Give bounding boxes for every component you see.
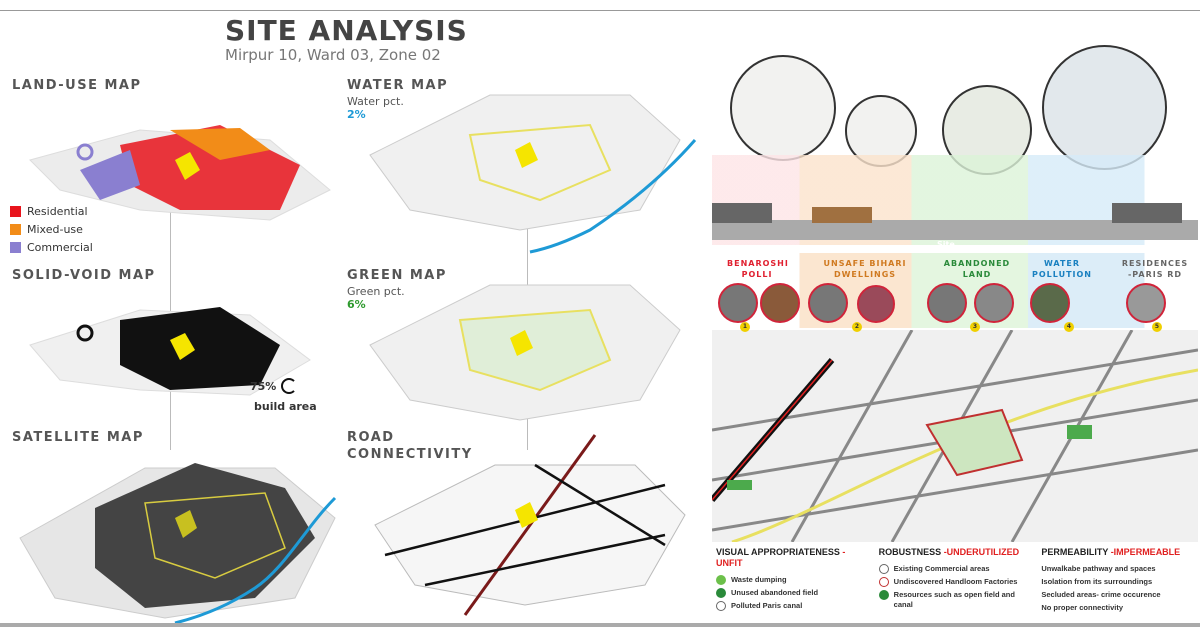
page-subtitle: Mirpur 10, Ward 03, Zone 02 [225, 46, 441, 64]
comic-scene-1 [730, 55, 836, 161]
site-master-plan [712, 330, 1198, 542]
build-area-stat: 75% [250, 380, 277, 393]
road-connectivity-map [374, 434, 686, 616]
legend-item-commercial: Commercial [10, 241, 93, 254]
issue-number-marker: 3 [970, 322, 980, 332]
legend-item: No proper connectivity [1041, 603, 1124, 612]
issue-photo [927, 283, 967, 323]
analysis-legend: VISUAL APPROPRIATENESS -UNFIT Waste dump… [716, 547, 1196, 613]
water-pct-label: Water pct. [347, 95, 404, 108]
land-use-map [29, 125, 331, 221]
issue-photo [974, 283, 1014, 323]
resource-icon [878, 590, 889, 600]
building-section [712, 203, 772, 223]
solid-void-map [29, 307, 311, 396]
issue-photo [760, 283, 800, 323]
page-title: SITE ANALYSIS [225, 14, 468, 47]
legend-visual: VISUAL APPROPRIATENESS -UNFIT Waste dump… [716, 547, 871, 613]
water-map [369, 94, 697, 254]
legend-item: Unwalkabe pathway and spaces [1041, 564, 1156, 573]
legend-item: Resources such as open field and canal [878, 590, 1034, 610]
legend-permeability: PERMEABILITY -IMPERMEABLE Unwalkabe path… [1041, 547, 1196, 613]
green-pct-label: Green pct. [347, 285, 405, 298]
issue-photo [857, 285, 895, 323]
connector-line [170, 150, 171, 450]
commercial-icon [878, 564, 889, 574]
water-pct-value: 2% [347, 108, 366, 121]
road-map-label-2: CONNECTIVITY [347, 447, 473, 462]
site-section [712, 220, 1198, 240]
comic-scene-4 [1042, 45, 1167, 170]
legend-item: Secluded areas- crime occurence [1041, 590, 1161, 599]
issue-4-title: WATER POLLUTION [1032, 259, 1092, 279]
legend-permeability-heading: PERMEABILITY -IMPERMEABLE [1041, 547, 1181, 557]
swatch [10, 206, 21, 217]
green-map [369, 284, 681, 421]
issue-photo [718, 283, 758, 323]
road-map-label: ROAD [347, 430, 395, 445]
water-map-label: WATER MAP [347, 78, 449, 93]
issue-number-marker: 2 [852, 322, 862, 332]
issue-number-marker: 4 [1064, 322, 1074, 332]
satellite-map-label: SATELLITE MAP [12, 430, 144, 445]
legend-item: Polluted Paris canal [716, 601, 871, 611]
site-dimension-line [807, 248, 1087, 249]
legend-item: Isolation from its surroundings [1041, 577, 1153, 586]
legend-item: Unused abandoned field [716, 588, 871, 598]
issue-number-marker: 1 [740, 322, 750, 332]
build-area-label: build area [254, 400, 317, 413]
legend-item: Waste dumping [716, 575, 871, 585]
issue-1-title: BENAROSHI POLLI [727, 259, 789, 279]
swatch [10, 242, 21, 253]
legend-item-residential: Residential [10, 205, 93, 218]
legend-robustness: ROBUSTNESS -UNDERUTILIZED Existing Comme… [878, 547, 1034, 613]
swatch [10, 224, 21, 235]
legend-item: Existing Commercial areas [878, 564, 1034, 574]
satellite-map [19, 463, 337, 623]
land-use-legend: Residential Mixed-use Commercial [10, 205, 93, 254]
legend-visual-heading: VISUAL APPROPRIATENESS -UNFIT [716, 547, 846, 568]
issue-photo [1126, 283, 1166, 323]
building-section [1112, 203, 1182, 223]
building-section [812, 207, 872, 223]
site-label: Site [937, 240, 955, 249]
issue-5-title: RESIDENCES -PARIS RD [1121, 259, 1189, 279]
factory-icon [878, 577, 889, 587]
issue-photo [808, 283, 848, 323]
legend-item: Undiscovered Handloom Factories [878, 577, 1034, 587]
issue-3-title: ABANDONED LAND [943, 259, 1011, 279]
green-map-label: GREEN MAP [347, 268, 447, 283]
legend-robustness-heading: ROBUSTNESS -UNDERUTILIZED [878, 547, 1020, 557]
board-frame [0, 10, 1200, 627]
leaf-icon [716, 588, 726, 598]
waste-icon [716, 575, 726, 585]
right-panel: Site BENAROSHI POLLI UNSAFE BIHARI DWELLIN… [712, 45, 1198, 625]
issue-2-title: UNSAFE BIHARI DWELLINGS [823, 259, 907, 279]
solid-void-map-label: SOLID-VOID MAP [12, 268, 156, 283]
canal-icon [716, 601, 726, 611]
green-pct-value: 6% [347, 298, 366, 311]
pie-ring-icon [281, 378, 297, 394]
legend-item-mixed-use: Mixed-use [10, 223, 93, 236]
issue-photo [1030, 283, 1070, 323]
land-use-map-label: LAND-USE MAP [12, 78, 142, 93]
issue-number-marker: 5 [1152, 322, 1162, 332]
